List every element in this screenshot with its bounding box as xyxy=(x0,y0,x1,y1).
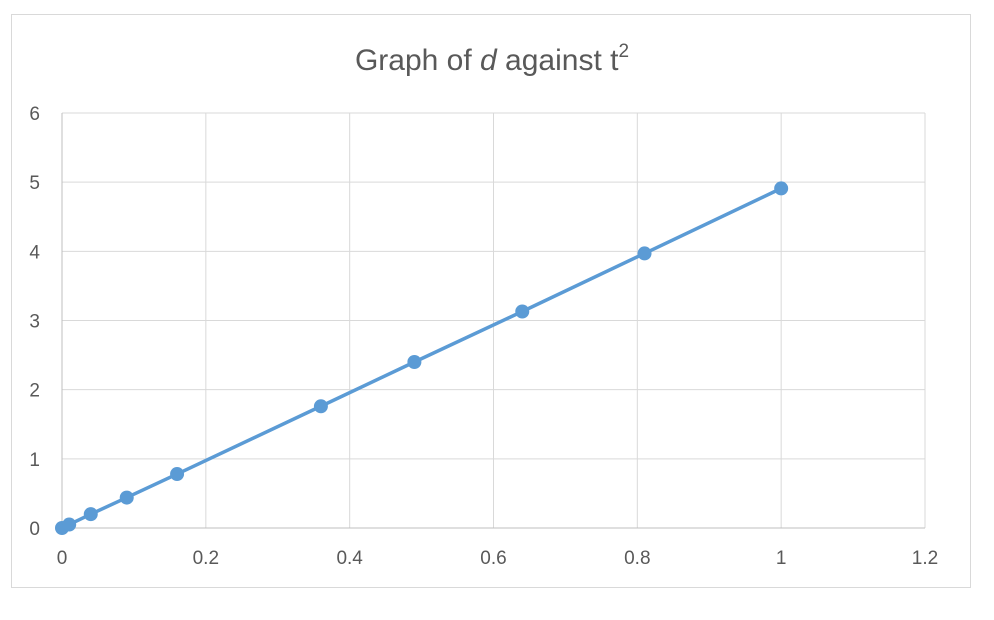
x-tick-label: 1 xyxy=(776,548,787,569)
title-superscript: 2 xyxy=(618,41,629,62)
data-point xyxy=(170,467,185,482)
data-point xyxy=(313,399,328,414)
y-tick-label: 1 xyxy=(29,450,40,471)
title-variable: d xyxy=(480,44,498,77)
data-point xyxy=(83,507,98,522)
data-point xyxy=(62,517,77,532)
chart-title: Graph of d against t2 xyxy=(355,41,629,77)
data-point xyxy=(637,246,652,261)
series-line xyxy=(61,186,782,530)
x-tick-label: 0.6 xyxy=(480,548,506,569)
title-prefix: Graph of xyxy=(355,44,480,77)
y-tick-label: 0 xyxy=(29,519,40,540)
x-tick-label: 1.2 xyxy=(912,548,938,569)
data-point xyxy=(119,490,134,505)
tick-labels: 0 0.2 0.4 0.6 0.8 1 1.2 0 1 2 3 4 5 6 xyxy=(29,104,938,569)
axes xyxy=(61,113,925,529)
data-point xyxy=(774,181,789,196)
x-tick-label: 0.8 xyxy=(624,548,650,569)
y-tick-label: 2 xyxy=(29,381,40,402)
x-tick-label: 0 xyxy=(57,548,68,569)
title-mid: against t xyxy=(497,44,619,77)
data-point xyxy=(515,304,530,319)
y-tick-label: 3 xyxy=(29,312,40,333)
series xyxy=(55,181,789,535)
y-tick-label: 5 xyxy=(29,173,40,194)
y-tick-label: 6 xyxy=(29,104,40,125)
y-tick-label: 4 xyxy=(29,242,40,263)
chart-frame xyxy=(11,14,971,588)
data-point xyxy=(407,355,422,369)
x-tick-label: 0.2 xyxy=(193,548,219,569)
x-tick-label: 0.4 xyxy=(336,548,363,569)
